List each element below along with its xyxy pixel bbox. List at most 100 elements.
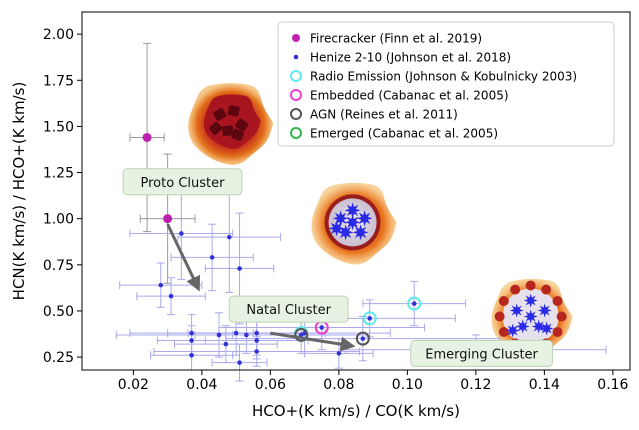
proto-cluster-illustration bbox=[188, 83, 274, 165]
emerging-cluster-clump bbox=[541, 284, 552, 295]
y-axis-label: HCN(K km/s) / HCO+(K km/s) bbox=[10, 82, 28, 301]
emerging-cluster-clump bbox=[556, 311, 567, 322]
annotation-box bbox=[122, 168, 243, 196]
emerging-star bbox=[531, 319, 546, 334]
x-tick-label: 0.08 bbox=[323, 377, 354, 393]
illustrations bbox=[188, 83, 573, 357]
data-point bbox=[254, 338, 259, 343]
protostar-clump bbox=[221, 125, 234, 137]
data-point bbox=[254, 330, 259, 336]
annotation-box bbox=[228, 295, 349, 323]
protostar-clump bbox=[235, 118, 249, 132]
data-point bbox=[209, 255, 215, 260]
x-axis-label: HCO+(K km/s) / CO(K km/s) bbox=[252, 402, 460, 420]
data-point bbox=[407, 296, 422, 311]
emerging-cluster-clump bbox=[494, 311, 505, 322]
data-point bbox=[319, 325, 325, 330]
data-point bbox=[158, 282, 164, 288]
proto-cluster-core bbox=[203, 94, 261, 149]
legend-label: Radio Emission (Johnson & Kobulnicky 200… bbox=[310, 70, 577, 84]
arrows bbox=[166, 223, 356, 352]
x-tick-label: 0.14 bbox=[529, 377, 560, 393]
data-point bbox=[216, 332, 222, 338]
emerging-star bbox=[505, 323, 520, 338]
y-tick-label: 1.50 bbox=[43, 119, 74, 135]
legend-marker bbox=[290, 127, 302, 139]
legend-marker bbox=[293, 54, 299, 60]
data-point bbox=[189, 352, 194, 358]
annotation-label: Proto Cluster bbox=[141, 176, 226, 191]
emerging-cluster-clump bbox=[510, 284, 521, 295]
data-point bbox=[189, 330, 194, 336]
data-point bbox=[189, 338, 194, 343]
legend-entry: Radio Emission (Johnson & Kobulnicky 200… bbox=[290, 70, 577, 84]
legend-label: Firecracker (Finn et al. 2019) bbox=[310, 32, 482, 46]
x-tick-label: 0.06 bbox=[255, 377, 286, 393]
x-tick-label: 0.12 bbox=[460, 377, 491, 393]
data-point bbox=[244, 332, 249, 338]
annotation-proto-cluster: Proto Cluster bbox=[122, 168, 243, 196]
natal-star bbox=[328, 220, 345, 237]
protostar-clump bbox=[213, 108, 227, 121]
natal-star bbox=[352, 224, 369, 241]
legend-marker bbox=[290, 70, 302, 82]
data-point bbox=[254, 349, 259, 354]
legend-marker bbox=[290, 108, 302, 120]
data-point bbox=[223, 341, 229, 347]
y-tick-label: 2.00 bbox=[43, 27, 74, 43]
y-axis-ticks: 0.25 0.50 0.75 1.00 1.25 1.50 1.75 2.00 bbox=[43, 27, 82, 366]
x-tick-label: 0.02 bbox=[118, 377, 149, 393]
y-tick-label: 0.75 bbox=[43, 258, 74, 274]
emerging-cluster-clump bbox=[498, 326, 509, 337]
annotations: Proto Cluster Natal Cluster Emerging Clust… bbox=[122, 168, 553, 367]
annotation-label: Emerging Cluster bbox=[425, 347, 538, 362]
plot-frame bbox=[81, 11, 631, 371]
data-point bbox=[179, 231, 184, 236]
legend-entry: Firecracker (Finn et al. 2019) bbox=[292, 32, 482, 46]
data-point bbox=[362, 311, 377, 326]
emerging-cluster-clump bbox=[552, 295, 563, 306]
x-tick-label: 0.16 bbox=[597, 377, 628, 393]
evolution-arrow bbox=[166, 223, 201, 292]
emerging-cluster-clump bbox=[525, 280, 536, 291]
data-point bbox=[237, 266, 242, 271]
legend: Firecracker (Finn et al. 2019) Henize 2-1… bbox=[277, 21, 615, 147]
annotation-emerging-cluster: Emerging Cluster bbox=[410, 339, 553, 367]
emerging-cluster-clump bbox=[498, 295, 509, 306]
legend-entry: Emerged (Cabanac et al. 2005) bbox=[290, 127, 498, 141]
x-tick-label: 0.04 bbox=[186, 377, 217, 393]
legend-entry: Henize 2-10 (Johnson et al. 2018) bbox=[293, 51, 511, 65]
data-point bbox=[367, 316, 373, 321]
legend-label: Embedded (Cabanac et al. 2005) bbox=[310, 89, 509, 103]
data-point bbox=[360, 336, 366, 341]
data-point bbox=[298, 332, 304, 338]
legend-entry: AGN (Reines et al. 2011) bbox=[290, 108, 458, 122]
legend-box bbox=[277, 21, 615, 147]
data-point bbox=[142, 132, 152, 142]
legend-label: AGN (Reines et al. 2011) bbox=[310, 108, 458, 122]
natal-star bbox=[344, 214, 361, 231]
y-tick-label: 1.75 bbox=[43, 73, 74, 89]
annotation-label: Natal Cluster bbox=[246, 303, 331, 318]
y-tick-label: 0.50 bbox=[43, 304, 74, 320]
data-point bbox=[226, 234, 232, 240]
legend-entry: Embedded (Cabanac et al. 2005) bbox=[290, 89, 509, 103]
legend-label: Emerged (Cabanac et al. 2005) bbox=[310, 127, 498, 141]
x-tick-label: 0.10 bbox=[392, 377, 423, 393]
emerging-star bbox=[537, 303, 552, 318]
emerging-cluster-clump bbox=[552, 326, 563, 337]
emerging-star bbox=[539, 321, 554, 336]
data-point bbox=[233, 330, 239, 336]
y-tick-label: 1.00 bbox=[43, 212, 74, 228]
data-point bbox=[355, 331, 370, 346]
natal-cluster-illustration bbox=[311, 182, 397, 265]
evolution-arrow bbox=[270, 331, 356, 352]
data-point bbox=[336, 351, 342, 356]
legend-marker bbox=[290, 89, 302, 101]
data-point bbox=[237, 360, 242, 365]
data-point bbox=[294, 327, 309, 342]
data-point bbox=[163, 214, 173, 224]
protostar-clump bbox=[209, 121, 223, 135]
